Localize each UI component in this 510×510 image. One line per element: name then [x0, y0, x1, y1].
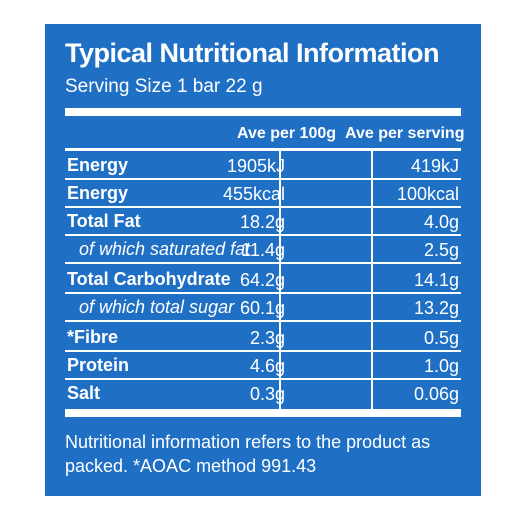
column-separator-1 [279, 151, 281, 409]
nutrient-row: Total Carbohydrate 64.2g 14.1g [65, 266, 461, 294]
nutrient-row: of which total sugar 60.1g 13.2g [65, 294, 461, 322]
serving-size: Serving Size 1 bar 22 g [65, 76, 263, 97]
value-per-100g: 64.2g [239, 270, 285, 290]
nutrient-row: Energy 1905kJ 419kJ [65, 152, 461, 180]
nutrition-label-panel: Typical Nutritional Information Serving … [45, 24, 481, 496]
nutrient-row: Total Fat 18.2g 4.0g [65, 208, 461, 236]
column-header-per-100g: Ave per 100g [237, 125, 337, 142]
value-per-serving: 419kJ [410, 156, 459, 176]
nutrient-row: Protein 4.6g 1.0g [65, 352, 461, 380]
value-per-100g: 2.3g [249, 328, 285, 348]
value-per-serving: 4.0g [423, 212, 459, 232]
value-per-100g: 18.2g [239, 212, 285, 232]
value-per-100g: 1905kJ [226, 156, 285, 176]
value-per-100g: 0.3g [249, 384, 285, 404]
bottom-divider-bar [65, 409, 461, 417]
value-per-serving: 2.5g [423, 240, 459, 260]
value-per-100g: 455kcal [222, 184, 285, 204]
nutrient-name: Energy [67, 155, 129, 175]
nutrient-row: of which saturated fat 11.4g 2.5g [65, 236, 461, 264]
nutrient-row: *Fibre 2.3g 0.5g [65, 324, 461, 352]
value-per-serving: 1.0g [423, 356, 459, 376]
nutrient-name: of which total sugar [79, 297, 235, 317]
footnote: Nutritional information refers to the pr… [65, 432, 431, 476]
value-per-serving: 13.2g [413, 298, 459, 318]
value-per-serving: 14.1g [413, 270, 459, 290]
nutrient-row: Salt 0.3g 0.06g [65, 380, 461, 406]
top-divider-bar [65, 108, 461, 116]
header-divider [65, 148, 461, 151]
value-per-serving: 0.06g [413, 384, 459, 404]
nutrient-name: Total Fat [67, 211, 141, 231]
value-per-serving: 100kcal [396, 184, 459, 204]
label-title: Typical Nutritional Information [65, 38, 440, 68]
column-separator-2 [371, 151, 373, 409]
nutrient-name: Total Carbohydrate [67, 269, 231, 289]
nutrient-name: of which saturated fat [79, 239, 251, 259]
value-per-100g: 60.1g [239, 298, 285, 318]
nutrient-name: Protein [67, 355, 130, 375]
nutrient-name: *Fibre [67, 327, 119, 347]
nutrient-name: Energy [67, 183, 129, 203]
nutrient-row: Energy 455kcal 100kcal [65, 180, 461, 208]
nutrient-name: Salt [67, 383, 101, 403]
value-per-100g: 11.4g [241, 240, 285, 260]
column-header-per-serving: Ave per serving [345, 125, 465, 142]
value-per-serving: 0.5g [423, 328, 459, 348]
value-per-100g: 4.6g [249, 356, 285, 376]
